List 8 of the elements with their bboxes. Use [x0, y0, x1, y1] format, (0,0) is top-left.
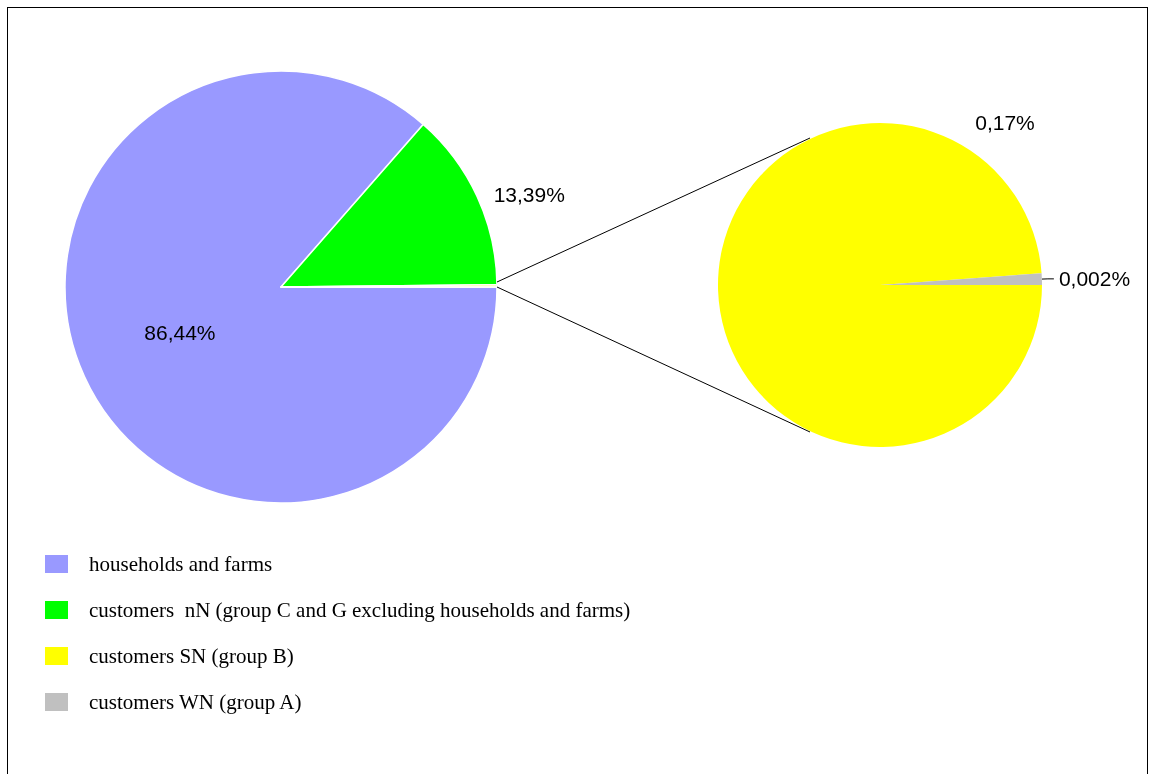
- data-label: 86,44%: [144, 321, 216, 345]
- legend-label: customers nN (group C and G excluding households and farms): [89, 598, 631, 622]
- legend-label: customers WN (group A): [89, 690, 302, 714]
- data-label: 0,002%: [1058, 267, 1131, 291]
- data-label: 0,17%: [975, 110, 1035, 134]
- data-label: 13,39%: [493, 182, 565, 206]
- legend-label: customers SN (group B): [89, 644, 294, 668]
- legend-label: households and farms: [89, 552, 273, 576]
